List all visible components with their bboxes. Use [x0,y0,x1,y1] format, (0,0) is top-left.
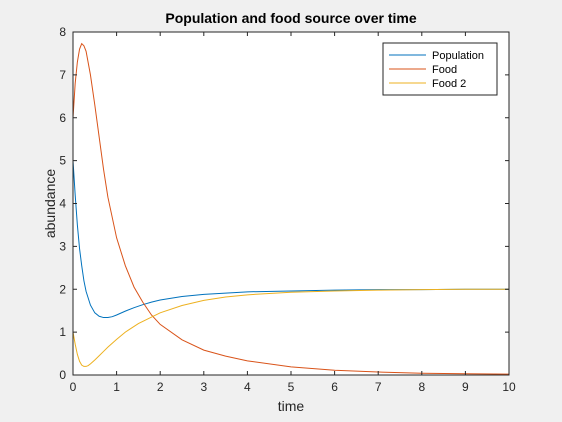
x-tick-label: 3 [200,380,207,394]
legend-label-2: Food [432,64,457,76]
series-line-1 [72,160,509,319]
y-tick-label: 1 [59,325,66,339]
x-tick-label: 1 [113,380,120,394]
legend-label-1: Population [432,50,484,62]
y-tick-label: 8 [59,25,66,39]
series-layer [72,42,510,375]
series-line-2 [72,42,510,375]
legend-label-3: Food 2 [432,78,466,90]
x-axis-ticks: 0 1 2 3 4 5 6 7 8 9 10 [70,32,516,394]
x-tick-label: 7 [375,380,382,394]
x-tick-label: 9 [462,380,469,394]
y-tick-label: 6 [59,111,66,125]
x-tick-label: 10 [502,380,516,394]
y-axis-label: abundance [42,169,58,239]
x-axis-label: time [278,398,305,414]
y-tick-label: 0 [59,368,66,382]
x-tick-label: 5 [288,380,295,394]
y-axis-ticks: 0 1 2 3 4 5 6 7 8 [59,25,509,382]
x-tick-label: 8 [418,380,425,394]
x-tick-label: 2 [157,380,164,394]
chart-title: Population and food source over time [165,10,416,26]
y-tick-label: 7 [59,68,66,82]
legend: Population Food Food 2 [382,42,498,96]
y-tick-label: 3 [59,239,66,253]
series-line-3 [72,288,509,367]
x-tick-label: 4 [244,380,251,394]
x-tick-label: 6 [331,380,338,394]
y-tick-label: 5 [59,154,66,168]
y-tick-label: 4 [59,197,66,211]
y-tick-label: 2 [59,282,66,296]
x-tick-label: 0 [70,380,77,394]
